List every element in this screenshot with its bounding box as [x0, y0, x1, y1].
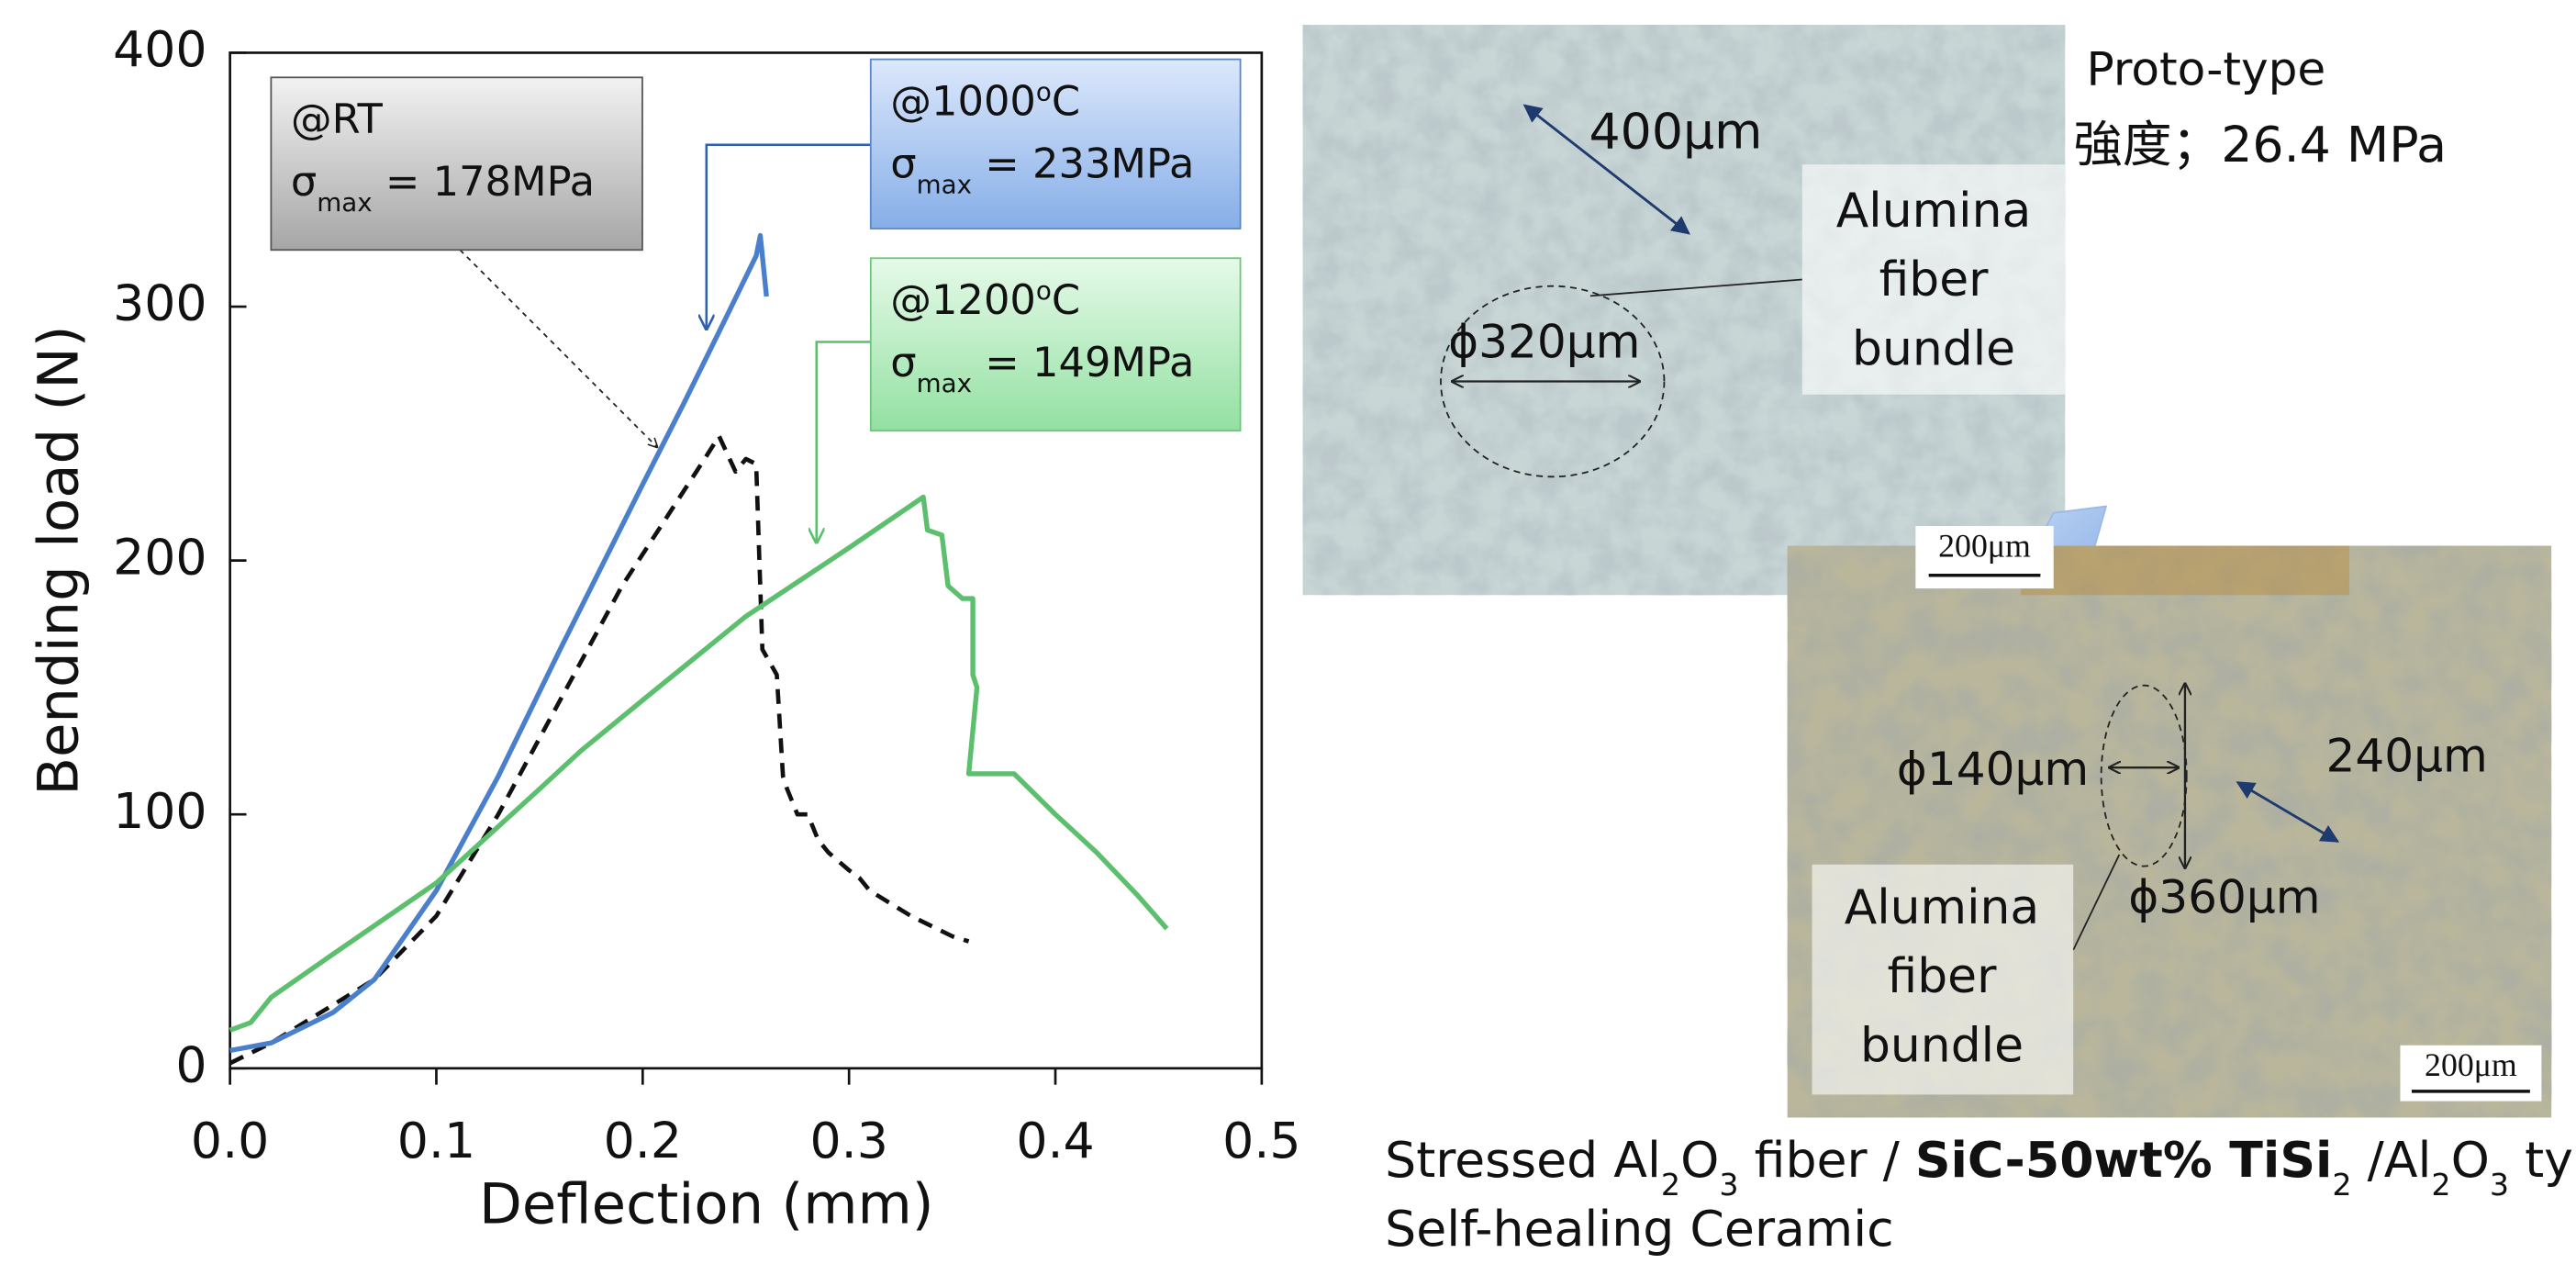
text-run: fiber /	[1739, 1131, 1915, 1189]
spacing-label: 400μm	[1589, 103, 1763, 161]
diameter-label: ϕ140μm	[1897, 742, 2089, 796]
label-box	[1801, 164, 2066, 395]
text-run: O	[2451, 1131, 2490, 1189]
text-run: 2	[2332, 1166, 2351, 1202]
callout-text: σmax = 149MPa	[890, 338, 1194, 398]
x-tick-label: 0.4	[1016, 1112, 1094, 1169]
callout-box	[869, 58, 1242, 229]
leader-line	[1589, 278, 1802, 297]
bundle-label: bundle	[1860, 1018, 2024, 1073]
bundle-label: fiber	[1879, 252, 1990, 308]
text-run: max	[917, 169, 972, 199]
text-run: = 149MPa	[972, 338, 1194, 386]
bundle-label: fiber	[1888, 949, 1998, 1004]
text-run: Stressed Al	[1385, 1131, 1661, 1189]
x-tick-label: 0.0	[191, 1112, 269, 1169]
spacing-arrow	[2236, 781, 2340, 843]
y-tick-label: 0	[175, 1035, 206, 1093]
text-run: /Al	[2352, 1131, 2432, 1189]
scale-label: 200μm	[1938, 527, 2031, 564]
y-tick-label: 100	[113, 782, 206, 840]
x-tick-label: 0.2	[604, 1112, 682, 1169]
caption: Stressed Al2O3 fiber / SiC-50wt% TiSi2 /…	[1385, 1131, 2576, 1202]
text-run: σ	[890, 140, 916, 188]
scale-label: 200μm	[2425, 1046, 2517, 1083]
scale-box	[1915, 526, 2054, 589]
text-run: = 233MPa	[972, 140, 1194, 188]
callout-text: @RT	[291, 95, 384, 143]
text-run: max	[317, 187, 372, 218]
label-box	[1812, 864, 2074, 1095]
bundle-outline	[1440, 285, 1666, 478]
spacing-arrow	[1522, 104, 1690, 235]
text-run: C	[1052, 76, 1080, 125]
leader-line	[2072, 854, 2121, 951]
text-run: Self-healing Ceramic	[1385, 1200, 1894, 1258]
text-run: 3	[2490, 1166, 2509, 1202]
text-run: @1200	[890, 275, 1036, 324]
text-run: 2	[1661, 1166, 1680, 1202]
callout-arrow	[707, 143, 871, 330]
text-run: C	[1052, 275, 1080, 324]
bundle-label: Alumina	[1836, 184, 2032, 239]
callout-text: σmax = 178MPa	[291, 157, 595, 218]
data-line	[229, 232, 769, 1054]
text-run: o	[1036, 76, 1052, 106]
text-run: O	[1680, 1131, 1719, 1189]
callout-text: @1200oC	[890, 275, 1080, 325]
text-run: @1000	[890, 76, 1036, 125]
y-tick-label: 300	[113, 274, 206, 332]
callout-arrow	[817, 341, 871, 543]
callout-box	[869, 257, 1242, 432]
data-line	[229, 433, 970, 1066]
diameter-label: ϕ320μm	[1448, 315, 1640, 369]
text-run: σ	[890, 338, 916, 386]
data-line	[229, 494, 1169, 1033]
bundle-label: Alumina	[1845, 880, 2040, 935]
text-run: o	[1036, 275, 1052, 306]
x-tick-label: 0.5	[1222, 1112, 1300, 1169]
x-axis-title: Deflection (mm)	[479, 1173, 934, 1237]
bundle-label: bundle	[1852, 321, 2015, 376]
proto-type-label: Proto-type	[2087, 41, 2326, 95]
text-run: = 178MPa	[373, 157, 595, 206]
y-tick-label: 200	[113, 528, 206, 586]
y-tick-label: 400	[113, 20, 206, 78]
x-tick-label: 0.1	[397, 1112, 475, 1169]
diameter-label: ϕ360μm	[2128, 870, 2320, 924]
x-tick-label: 0.3	[809, 1112, 887, 1169]
caption: Self-healing Ceramic	[1385, 1200, 1894, 1258]
callout-arrow	[459, 249, 657, 447]
callout-text: σmax = 233MPa	[890, 140, 1194, 199]
text-run: 3	[1719, 1166, 1738, 1202]
text-run: 2	[2431, 1166, 2450, 1202]
callout-box	[270, 76, 643, 252]
text-run: max	[917, 368, 972, 398]
text-run: type	[2509, 1131, 2576, 1189]
text-run: σ	[291, 157, 317, 206]
spacing-label: 240μm	[2325, 729, 2487, 783]
strength-label: 強度；26.4 MPa	[2073, 116, 2447, 173]
text-run: SiC-50wt% TiSi	[1915, 1131, 2333, 1189]
stain	[2020, 545, 2349, 596]
callout-text: @1000oC	[890, 76, 1080, 126]
y-axis-title: Bending load (N)	[28, 325, 92, 795]
text-run: @RT	[291, 95, 384, 143]
